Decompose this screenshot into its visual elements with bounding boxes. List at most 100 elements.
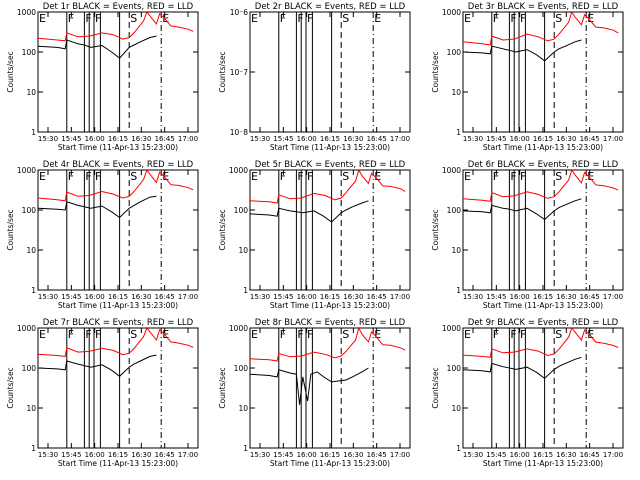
x-tick-label: 17:00 bbox=[390, 135, 410, 143]
marker-label: F bbox=[85, 170, 91, 183]
series-line-events bbox=[462, 39, 582, 62]
y-tick-label: 10⁻6 bbox=[230, 8, 249, 17]
series-line-lld bbox=[37, 327, 194, 357]
x-axis-label: Start Time (11-Apr-13 15:23:00) bbox=[270, 143, 390, 152]
panel-title: Det 8r BLACK = Events, RED = LLD bbox=[255, 318, 406, 328]
x-tick-label: 15:30 bbox=[250, 135, 270, 143]
x-tick-label: 16:15 bbox=[108, 293, 128, 301]
series-line-events bbox=[462, 356, 582, 380]
x-tick-label: 16:45 bbox=[155, 293, 175, 301]
panel-title: Det 5r BLACK = Events, RED = LLD bbox=[255, 160, 406, 170]
panel-title: Det 9r BLACK = Events, RED = LLD bbox=[468, 318, 619, 328]
series-line-events bbox=[249, 367, 369, 405]
y-tick-label: 100 bbox=[22, 48, 37, 57]
marker-label: E bbox=[39, 328, 46, 341]
marker-label: E bbox=[39, 12, 46, 25]
marker-label: F bbox=[520, 170, 526, 183]
marker-label: F bbox=[493, 12, 499, 25]
x-tick-label: 15:45 bbox=[486, 135, 506, 143]
x-tick-label: 16:30 bbox=[556, 451, 576, 459]
x-axis-label: Start Time (11-Apr-13 15:23:00) bbox=[58, 143, 178, 152]
series-line-lld bbox=[249, 168, 406, 204]
chart-panel-7: Det 7r BLACK = Events, RED = LLD 1 10 100 10… bbox=[6, 318, 199, 468]
series-line-lld bbox=[249, 326, 406, 362]
chart-panel-6: Det 6r BLACK = Events, RED = LLD 1 10 100 10… bbox=[431, 160, 624, 310]
x-tick-label: 15:45 bbox=[273, 293, 293, 301]
marker-label: F bbox=[307, 170, 313, 183]
x-tick-label: 15:30 bbox=[463, 293, 483, 301]
y-tick-label: 100 bbox=[22, 364, 37, 373]
x-tick-label: 16:45 bbox=[155, 135, 175, 143]
marker-label: E bbox=[464, 328, 471, 341]
panel-title: Det 7r BLACK = Events, RED = LLD bbox=[43, 318, 194, 328]
x-tick-label: 15:45 bbox=[61, 135, 81, 143]
marker-label: E bbox=[587, 328, 594, 341]
y-tick-label: 10 bbox=[238, 246, 248, 255]
x-axis-label: Start Time (11-Apr-13 15:23:00) bbox=[270, 459, 390, 468]
y-axis-label: Counts/sec bbox=[218, 51, 227, 92]
y-tick-label: 100 bbox=[234, 364, 249, 373]
y-tick-label: 100 bbox=[447, 48, 462, 57]
x-tick-label: 17:00 bbox=[603, 451, 623, 459]
marker-label: F bbox=[68, 12, 74, 25]
y-tick-label: 1000 bbox=[442, 166, 461, 175]
x-tick-label: 16:15 bbox=[533, 293, 553, 301]
y-tick-label: 10 bbox=[451, 88, 461, 97]
marker-label: F bbox=[520, 12, 526, 25]
marker-label: E bbox=[587, 170, 594, 183]
marker-label: F bbox=[85, 328, 91, 341]
y-tick-label: 1 bbox=[456, 128, 461, 137]
x-axis-label: Start Time (11-Apr-13 15:23:00) bbox=[483, 301, 603, 310]
y-tick-label: 10 bbox=[451, 404, 461, 413]
marker-label: E bbox=[251, 328, 258, 341]
marker-label: F bbox=[85, 12, 91, 25]
y-tick-label: 1 bbox=[31, 286, 36, 295]
x-tick-label: 17:00 bbox=[178, 293, 198, 301]
y-tick-label: 10 bbox=[26, 404, 36, 413]
marker-label: E bbox=[374, 12, 381, 25]
y-tick-label: 1 bbox=[243, 444, 248, 453]
x-tick-label: 17:00 bbox=[178, 451, 198, 459]
x-tick-label: 16:00 bbox=[510, 135, 530, 143]
y-tick-label: 10⁻7 bbox=[230, 68, 249, 77]
series-line-events bbox=[37, 354, 157, 377]
x-tick-label: 16:45 bbox=[367, 135, 387, 143]
y-tick-label: 100 bbox=[234, 206, 249, 215]
series-line-lld bbox=[37, 168, 194, 202]
x-tick-label: 17:00 bbox=[178, 135, 198, 143]
y-tick-label: 1000 bbox=[229, 324, 248, 333]
marker-label: F bbox=[95, 170, 101, 183]
series-line-lld bbox=[37, 11, 194, 42]
marker-label: S bbox=[342, 12, 349, 25]
y-tick-label: 10 bbox=[26, 246, 36, 255]
chart-panel-3: Det 3r BLACK = Events, RED = LLD 1 10 100 10… bbox=[431, 2, 624, 152]
marker-label: F bbox=[510, 170, 516, 183]
chart-panel-5: Det 5r BLACK = Events, RED = LLD 1 10 100 10… bbox=[218, 160, 411, 310]
x-tick-label: 16:15 bbox=[320, 135, 340, 143]
y-axis-label: Counts/sec bbox=[6, 209, 15, 250]
panel-title: Det 4r BLACK = Events, RED = LLD bbox=[43, 160, 194, 170]
y-axis-label: Counts/sec bbox=[218, 209, 227, 250]
panel-title: Det 6r BLACK = Events, RED = LLD bbox=[468, 160, 619, 170]
marker-label: F bbox=[307, 328, 313, 341]
marker-label: F bbox=[510, 12, 516, 25]
y-axis-label: Counts/sec bbox=[431, 51, 440, 92]
series-line-events bbox=[462, 198, 582, 221]
series-line-events bbox=[37, 195, 157, 219]
marker-label: E bbox=[374, 170, 381, 183]
x-tick-label: 15:30 bbox=[250, 293, 270, 301]
marker-label: S bbox=[342, 170, 349, 183]
x-tick-label: 16:30 bbox=[556, 293, 576, 301]
y-tick-label: 1 bbox=[456, 286, 461, 295]
y-tick-label: 1000 bbox=[442, 324, 461, 333]
marker-label: F bbox=[520, 328, 526, 341]
x-axis-label: Start Time (11-Apr-13 15:23:00) bbox=[483, 459, 603, 468]
marker-label: F bbox=[280, 328, 286, 341]
y-axis-label: Counts/sec bbox=[218, 367, 227, 408]
marker-label: F bbox=[297, 170, 303, 183]
x-tick-label: 16:15 bbox=[320, 451, 340, 459]
x-tick-label: 16:30 bbox=[131, 135, 151, 143]
x-tick-label: 16:00 bbox=[85, 135, 105, 143]
marker-label: F bbox=[307, 12, 313, 25]
